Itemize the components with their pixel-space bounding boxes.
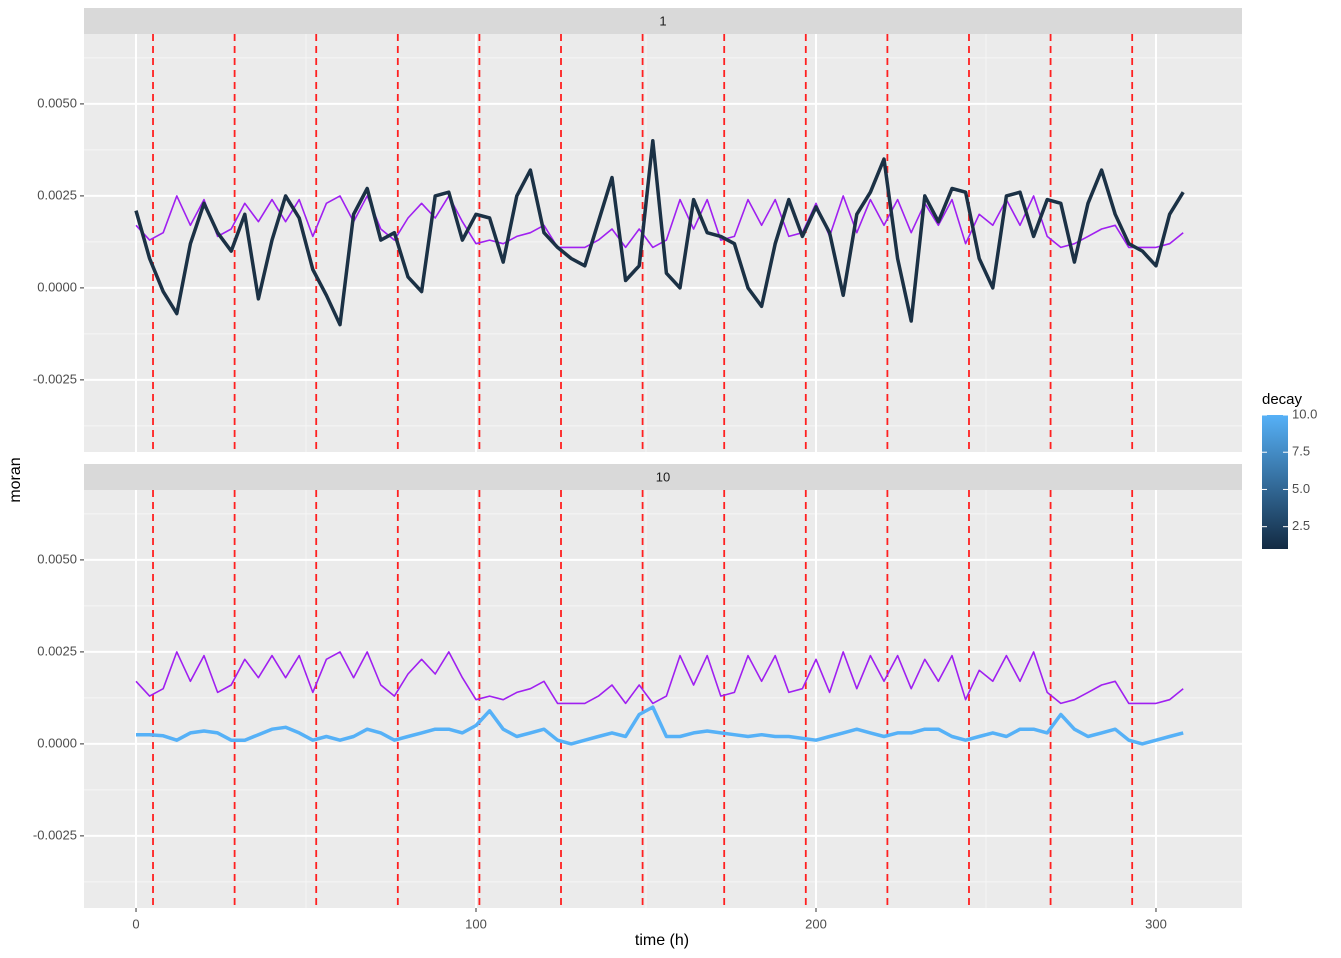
y-tick-label: 0.0025 <box>37 643 77 658</box>
strip-label: 1 <box>659 13 666 28</box>
y-tick-label: 0.0000 <box>37 279 77 294</box>
strip <box>84 464 1242 490</box>
y-tick-label: 0.0050 <box>37 551 77 566</box>
legend-tick-label: 7.5 <box>1292 444 1310 459</box>
panel-background <box>84 490 1242 908</box>
x-tick-label: 0 <box>132 916 139 931</box>
color-bar <box>1262 415 1288 549</box>
legend-tick-label: 5.0 <box>1292 481 1310 496</box>
y-tick-label: -0.0025 <box>33 371 77 386</box>
x-tick-label: 300 <box>1145 916 1167 931</box>
y-tick-label: 0.0000 <box>37 735 77 750</box>
strip-label: 10 <box>656 469 670 484</box>
y-axis-label: moran <box>7 457 24 502</box>
strip <box>84 8 1242 34</box>
legend-tick-label: 2.5 <box>1292 518 1310 533</box>
legend-title: decay <box>1262 391 1303 408</box>
series-line <box>135 195 1184 249</box>
y-tick-label: 0.0050 <box>37 95 77 110</box>
x-axis-label: time (h) <box>635 932 689 949</box>
series-line <box>135 651 1184 705</box>
x-tick-label: 200 <box>805 916 827 931</box>
x-tick-label: 100 <box>465 916 487 931</box>
series-line <box>134 138 1185 327</box>
y-tick-label: -0.0025 <box>33 827 77 842</box>
y-tick-label: 0.0025 <box>37 187 77 202</box>
legend-tick-label: 10.0 <box>1292 406 1317 421</box>
series-line <box>136 705 1184 746</box>
